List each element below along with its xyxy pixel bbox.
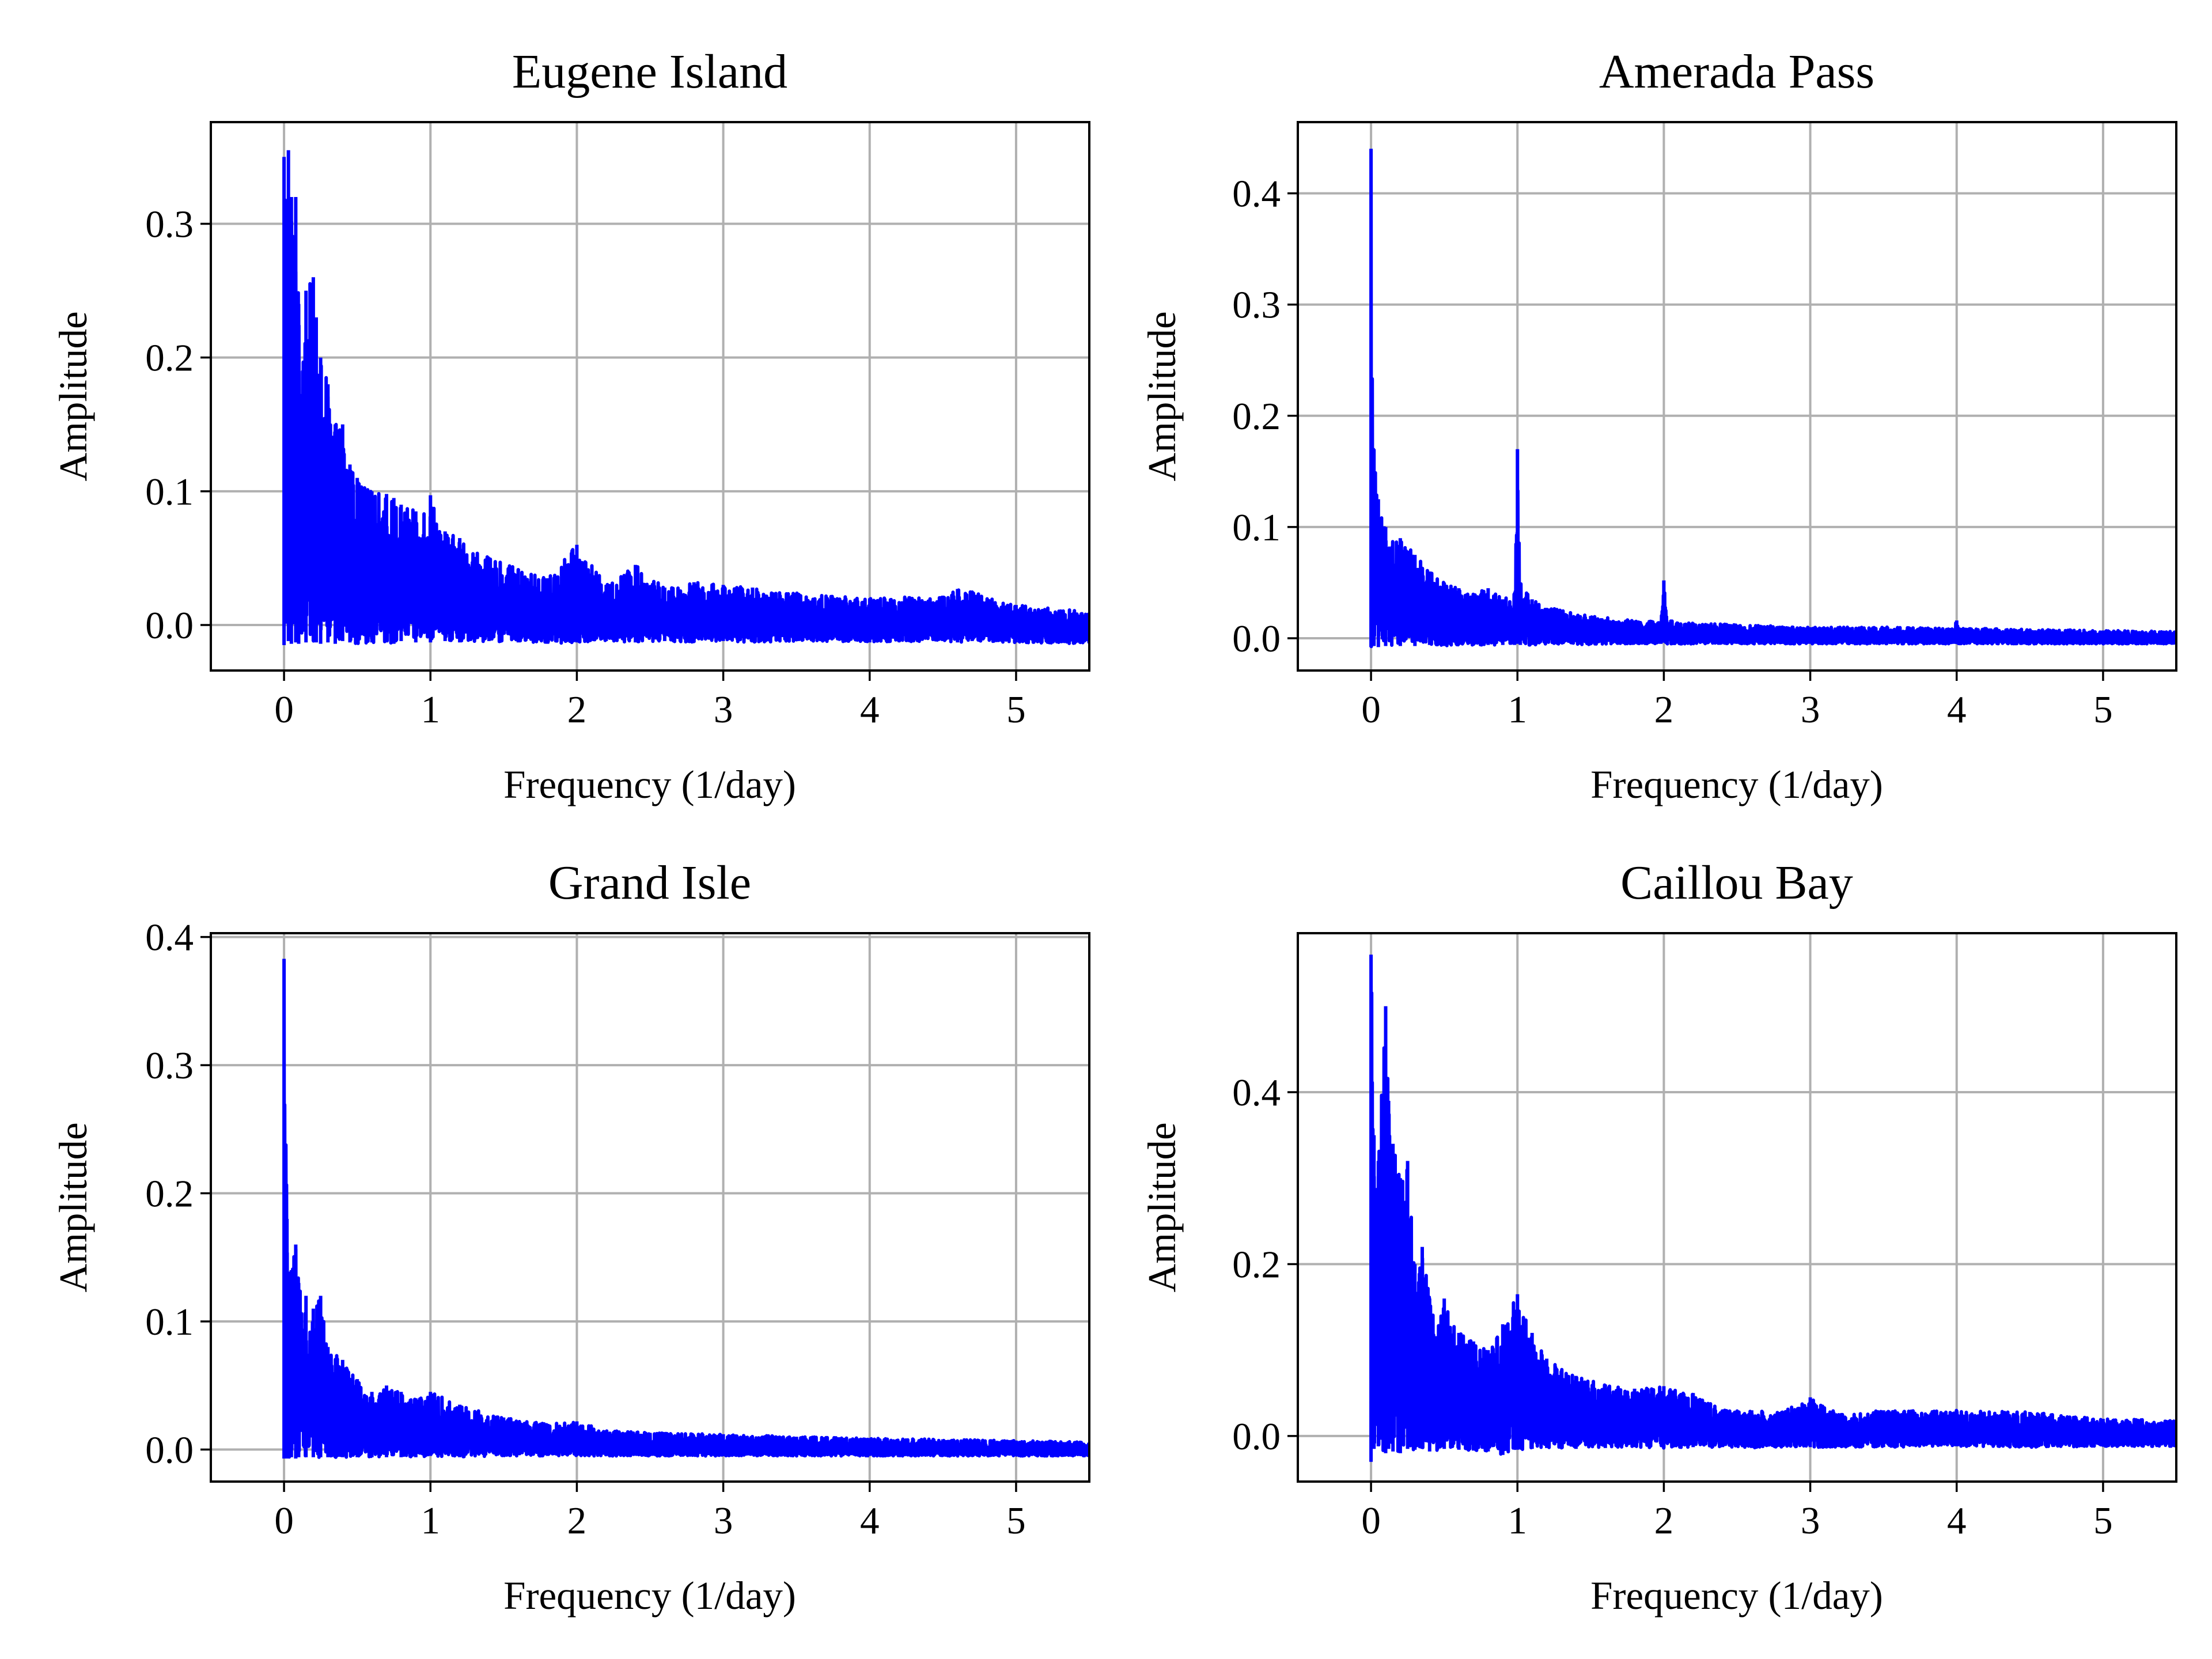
- x-tick-label: 5: [1006, 1499, 1026, 1542]
- axes-frame: [210, 121, 1090, 672]
- plot-area: [1369, 149, 2176, 649]
- axes-frame: [1297, 121, 2177, 672]
- x-tick-label: 2: [1654, 688, 1674, 731]
- series-line: [1369, 955, 2176, 1462]
- x-tick-label: 2: [1654, 1499, 1674, 1542]
- plot-area: [282, 150, 1089, 645]
- x-tick-label: 0: [1361, 1499, 1381, 1542]
- series-line: [1369, 149, 2176, 649]
- plot-area: [282, 959, 1089, 1459]
- x-axis-ticks: 0 1 2 3 4 5: [274, 671, 1026, 731]
- x-tick-label: 5: [2093, 688, 2113, 731]
- x-axis-label: Frequency (1/day): [503, 763, 796, 806]
- panel-grand-isle: Grand Isle 0 1 2 3 4 5 0.0 0.1 0.2 0.3 0.4 Freque…: [51, 856, 1090, 1618]
- x-axis-label: Frequency (1/day): [503, 1574, 796, 1618]
- x-tick-label: 5: [1006, 688, 1026, 731]
- x-tick-label: 0: [274, 688, 294, 731]
- x-tick-label: 3: [1801, 1499, 1820, 1542]
- y-tick-label: 0.3: [145, 1044, 194, 1087]
- x-tick-label: 1: [1508, 688, 1528, 731]
- series-line: [282, 150, 1089, 645]
- y-axis-label: Amplitude: [51, 311, 95, 481]
- y-axis-ticks: 0.0 0.2 0.4: [1232, 1071, 1298, 1458]
- y-tick-label: 0.1: [145, 471, 194, 513]
- y-tick-label: 0.2: [1232, 1243, 1281, 1286]
- x-axis-label: Frequency (1/day): [1590, 763, 1883, 806]
- axes-frame: [1297, 932, 2177, 1483]
- x-tick-label: 1: [421, 688, 441, 731]
- panel-eugene-island: Eugene Island 0 1 2 3 4 5 0.0 0.1 0.2 0.3 Freque…: [51, 45, 1090, 806]
- axes-frame: [210, 932, 1090, 1483]
- y-tick-label: 0.0: [1232, 618, 1281, 660]
- series-line: [282, 959, 1089, 1459]
- y-tick-label: 0.3: [145, 203, 194, 245]
- x-tick-label: 1: [421, 1499, 441, 1542]
- y-tick-label: 0.2: [145, 1173, 194, 1215]
- y-tick-label: 0.4: [1232, 173, 1281, 215]
- x-axis-label: Frequency (1/day): [1590, 1574, 1883, 1618]
- x-axis-ticks: 0 1 2 3 4 5: [1361, 1482, 2113, 1542]
- panel-amerada-pass: Amerada Pass 0 1 2 3 4 5 0.0 0.1 0.2 0.3 0.4 Freq…: [1140, 45, 2177, 806]
- x-tick-label: 4: [860, 688, 880, 731]
- y-tick-label: 0.0: [145, 1429, 194, 1471]
- y-tick-label: 0.4: [1232, 1071, 1281, 1114]
- x-tick-label: 2: [567, 1499, 587, 1542]
- y-tick-label: 0.1: [145, 1301, 194, 1343]
- panel-title: Eugene Island: [512, 45, 787, 99]
- y-axis-ticks: 0.0 0.1 0.2 0.3 0.4: [1232, 173, 1298, 660]
- plot-area: [1369, 955, 2176, 1462]
- x-tick-label: 2: [567, 688, 587, 731]
- x-tick-label: 5: [2093, 1499, 2113, 1542]
- x-axis-ticks: 0 1 2 3 4 5: [274, 1482, 1026, 1542]
- x-tick-label: 3: [714, 688, 733, 731]
- y-axis-ticks: 0.0 0.1 0.2 0.3: [145, 203, 211, 647]
- y-axis-ticks: 0.0 0.1 0.2 0.3 0.4: [145, 916, 211, 1471]
- x-tick-label: 0: [1361, 688, 1381, 731]
- y-tick-label: 0.2: [1232, 395, 1281, 438]
- x-tick-label: 4: [1947, 1499, 1967, 1542]
- x-tick-label: 3: [1801, 688, 1820, 731]
- x-tick-label: 4: [860, 1499, 880, 1542]
- y-tick-label: 0.4: [145, 916, 194, 959]
- x-axis-ticks: 0 1 2 3 4 5: [1361, 671, 2113, 731]
- y-tick-label: 0.0: [145, 604, 194, 647]
- y-axis-label: Amplitude: [1140, 311, 1184, 481]
- x-tick-label: 3: [714, 1499, 733, 1542]
- y-axis-label: Amplitude: [51, 1122, 95, 1292]
- panel-title: Caillou Bay: [1620, 856, 1853, 910]
- x-tick-label: 0: [274, 1499, 294, 1542]
- x-tick-label: 4: [1947, 688, 1967, 731]
- panel-title: Amerada Pass: [1599, 45, 1874, 99]
- y-axis-label: Amplitude: [1140, 1122, 1184, 1292]
- y-tick-label: 0.3: [1232, 284, 1281, 327]
- y-tick-label: 0.1: [1232, 506, 1281, 549]
- y-tick-label: 0.2: [145, 337, 194, 380]
- panel-title: Grand Isle: [548, 856, 751, 910]
- y-tick-label: 0.0: [1232, 1415, 1281, 1458]
- x-tick-label: 1: [1508, 1499, 1528, 1542]
- panel-caillou-bay: Caillou Bay 0 1 2 3 4 5 0.0 0.2 0.4 Frequency (…: [1140, 856, 2177, 1618]
